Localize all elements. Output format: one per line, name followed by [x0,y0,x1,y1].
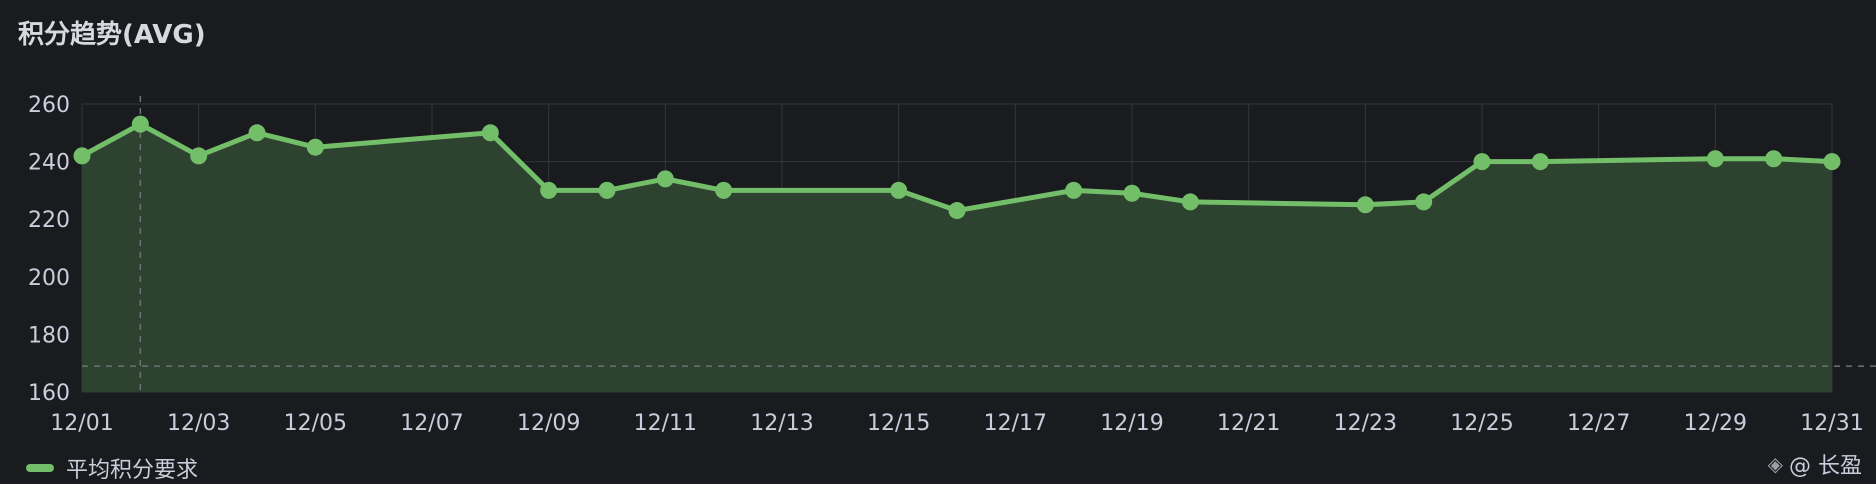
y-tick-label: 240 [28,151,70,176]
legend[interactable]: 平均积分要求 [26,452,198,484]
data-point [540,181,558,199]
y-tick-label: 200 [28,266,70,291]
data-point [1473,153,1491,171]
data-point [890,181,908,199]
y-tick-label: 160 [28,381,70,406]
data-point [73,147,91,165]
x-tick-label: 12/03 [167,411,230,436]
x-tick-label: 12/21 [1217,411,1280,436]
x-tick-label: 12/27 [1567,411,1630,436]
data-point [1356,196,1374,214]
data-point [1531,153,1549,171]
y-tick-label: 220 [28,208,70,233]
diamond-logo-icon: ◈ [1767,452,1783,476]
data-point [715,181,733,199]
data-point [481,124,499,142]
series-area [82,124,1832,392]
x-tick-label: 12/13 [750,411,813,436]
x-tick-label: 12/15 [867,411,930,436]
x-tick-label: 12/11 [634,411,697,436]
data-point [131,115,149,133]
x-tick-label: 12/09 [517,411,580,436]
chart-plot[interactable]: 160 180 200 220 240 260 12/01 12/03 12/05 12/07 12… [0,0,1876,440]
data-point [248,124,266,142]
data-point [1765,150,1783,168]
data-point [1065,181,1083,199]
data-point [1181,193,1199,211]
x-tick-label: 12/29 [1684,411,1747,436]
data-point [948,202,966,220]
watermark-text: @ 长盈 [1789,454,1862,479]
data-point [306,138,324,156]
series-line [80,121,1833,214]
x-tick-label: 12/31 [1800,411,1863,436]
x-tick-label: 12/25 [1450,411,1513,436]
x-tick-label: 12/23 [1334,411,1397,436]
data-point [1706,150,1724,168]
x-tick-label: 12/19 [1100,411,1163,436]
y-tick-label: 180 [28,323,70,348]
data-point [1123,184,1141,202]
data-point [190,147,208,165]
legend-label: 平均积分要求 [66,458,199,483]
x-tick-label: 12/07 [400,411,463,436]
x-tick-label: 12/05 [284,411,347,436]
y-tick-label: 260 [28,93,70,118]
x-tick-label: 12/01 [50,411,113,436]
panel-title: 积分趋势(AVG) [18,20,206,50]
watermark: ◈ @ 长盈 [1768,448,1862,480]
legend-swatch [26,464,54,472]
x-tick-label: 12/17 [984,411,1047,436]
data-point [1415,193,1433,211]
data-point [598,181,616,199]
data-point [656,170,674,188]
data-point [1823,153,1841,171]
